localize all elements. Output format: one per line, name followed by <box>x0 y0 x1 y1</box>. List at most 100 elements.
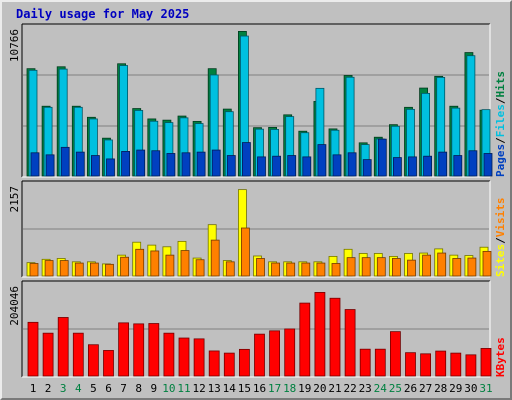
bar-visits-day-29 <box>452 258 462 277</box>
bar-pages-day-24 <box>377 138 387 177</box>
bar-visits-day-25 <box>391 258 401 277</box>
legend-kbytes: KBytes <box>494 337 507 377</box>
day-label-6: 6 <box>105 382 112 395</box>
bar-visits-day-24 <box>376 257 386 277</box>
legend-entry-visits: Visits <box>494 198 507 238</box>
bar-visits-day-27 <box>422 254 432 277</box>
bar-pages-day-11 <box>181 152 191 177</box>
bar-pages-day-14 <box>226 155 236 177</box>
bar-kbytes-day-14 <box>223 352 235 377</box>
day-label-23: 23 <box>359 382 372 395</box>
legend-entry-hits: Hits <box>494 71 507 98</box>
bar-visits-day-16 <box>256 258 265 277</box>
bar-visits-day-12 <box>195 259 205 277</box>
day-label-30: 30 <box>464 382 477 395</box>
bar-visits-day-3 <box>59 260 69 277</box>
bar-visits-day-2 <box>44 260 54 277</box>
day-label-27: 27 <box>419 382 432 395</box>
legend-separator: / <box>494 97 507 104</box>
bar-kbytes-day-11 <box>178 337 190 377</box>
bar-visits-day-30 <box>467 257 477 277</box>
bar-kbytes-day-24 <box>374 348 386 377</box>
bar-pages-day-16 <box>257 156 266 177</box>
bar-kbytes-day-12 <box>193 338 205 377</box>
day-label-20: 20 <box>313 382 326 395</box>
day-label-9: 9 <box>150 382 157 395</box>
bar-pages-day-12 <box>196 151 206 177</box>
legend-separator: / <box>494 137 507 144</box>
day-label-26: 26 <box>404 382 417 395</box>
bar-pages-day-30 <box>468 150 478 177</box>
bar-pages-day-26 <box>408 156 417 177</box>
bar-pages-day-15 <box>241 142 251 177</box>
bar-pages-day-5 <box>91 155 100 177</box>
bar-visits-day-8 <box>135 248 145 277</box>
bar-pages-day-10 <box>166 153 176 177</box>
day-label-18: 18 <box>283 382 296 395</box>
day-label-3: 3 <box>60 382 67 395</box>
bar-kbytes-day-19 <box>299 302 311 377</box>
day-label-29: 29 <box>449 382 462 395</box>
bar-pages-day-20 <box>317 144 327 177</box>
bar-visits-day-31 <box>482 250 492 277</box>
day-label-25: 25 <box>389 382 402 395</box>
bar-visits-day-14 <box>225 261 235 277</box>
legend-sites-visits: Sites/Visits <box>494 198 507 278</box>
bar-pages-day-8 <box>136 149 146 177</box>
bar-kbytes-day-16 <box>254 333 265 377</box>
bar-pages-day-18 <box>287 155 297 177</box>
bar-pages-day-2 <box>45 154 55 177</box>
bar-pages-day-7 <box>121 151 130 177</box>
day-label-2: 2 <box>45 382 52 395</box>
bar-pages-day-17 <box>272 155 282 177</box>
day-label-24: 24 <box>374 382 388 395</box>
bar-kbytes-day-1 <box>27 321 39 377</box>
bar-pages-day-1 <box>30 152 40 177</box>
bar-kbytes-day-7 <box>118 322 129 377</box>
day-label-4: 4 <box>75 382 82 395</box>
day-label-13: 13 <box>208 382 221 395</box>
bar-visits-day-1 <box>29 263 39 277</box>
bar-pages-day-21 <box>332 154 342 177</box>
bar-pages-day-4 <box>75 151 85 177</box>
bar-kbytes-day-20 <box>314 292 326 377</box>
bar-visits-day-10 <box>165 254 175 277</box>
bar-kbytes-day-13 <box>208 350 220 377</box>
bar-kbytes-day-28 <box>435 350 447 377</box>
bar-visits-day-11 <box>180 250 190 277</box>
axis-max-label: 204046 <box>8 286 21 326</box>
axis-max-label: 10766 <box>8 29 21 62</box>
legend-entry-pages: Pages <box>494 144 507 177</box>
bar-pages-day-3 <box>60 146 70 177</box>
bar-pages-day-22 <box>347 152 357 177</box>
day-label-1: 1 <box>30 382 37 395</box>
day-label-31: 31 <box>479 382 492 395</box>
bar-pages-day-6 <box>106 158 115 177</box>
bar-visits-day-15 <box>240 227 250 277</box>
day-label-28: 28 <box>434 382 447 395</box>
day-label-11: 11 <box>177 382 190 395</box>
bar-kbytes-day-29 <box>450 352 462 377</box>
bar-kbytes-day-27 <box>420 353 432 377</box>
bar-kbytes-day-6 <box>103 350 114 377</box>
day-label-17: 17 <box>268 382 281 395</box>
legend-separator: / <box>494 237 507 244</box>
bar-visits-day-26 <box>407 259 416 277</box>
page-title: Daily usage for May 2025 <box>16 7 190 21</box>
bar-pages-day-31 <box>483 153 493 177</box>
day-label-21: 21 <box>328 382 341 395</box>
bar-pages-day-19 <box>302 156 312 177</box>
bar-visits-day-7 <box>120 256 129 277</box>
day-label-8: 8 <box>135 382 142 395</box>
bar-kbytes-day-17 <box>269 330 281 377</box>
bar-visits-day-20 <box>316 262 326 277</box>
bar-kbytes-day-31 <box>480 348 492 377</box>
bar-visits-day-9 <box>150 250 160 277</box>
bar-visits-day-22 <box>346 257 356 277</box>
legend-entry-files: Files <box>494 104 507 137</box>
bar-pages-day-27 <box>423 155 433 177</box>
bar-kbytes-day-8 <box>133 323 145 377</box>
bar-visits-day-28 <box>437 252 447 277</box>
bar-kbytes-day-4 <box>72 332 84 377</box>
